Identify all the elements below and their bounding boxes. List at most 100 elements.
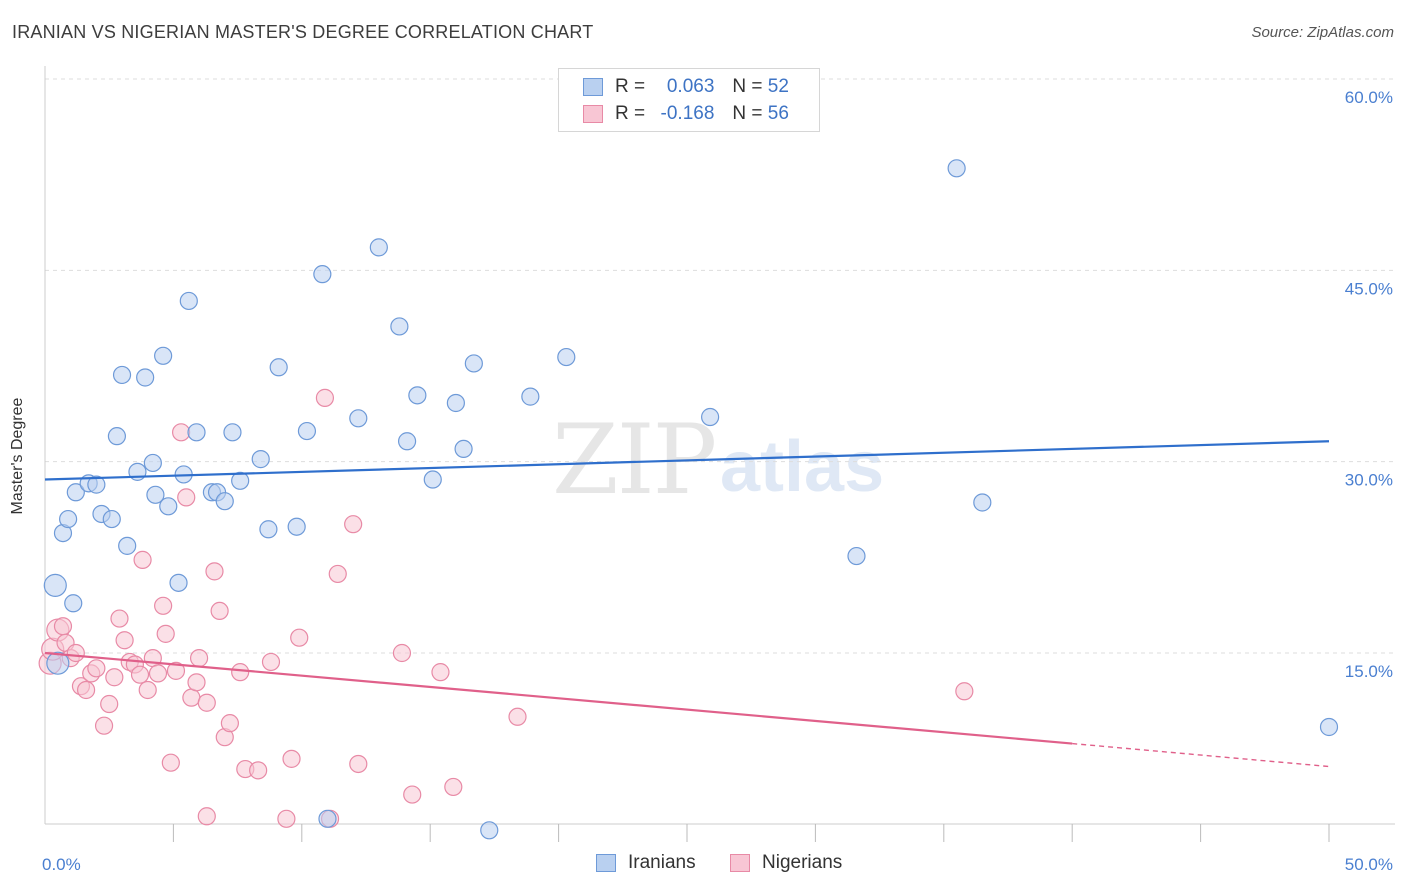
y-tick-label: 60.0% (1345, 88, 1393, 107)
nigerians-point (403, 785, 422, 804)
iranians-point (480, 821, 499, 840)
legend-n-label: N = (732, 76, 763, 97)
nigerians-point (166, 661, 186, 680)
iranians-legend-label: Iranians (628, 852, 696, 873)
iranians-point (118, 536, 137, 555)
nigerians-point (53, 617, 73, 636)
iranians-point (112, 365, 132, 385)
iranians-point (947, 159, 966, 178)
iranians-point (102, 509, 121, 529)
legend-nigerians-r: -0.168 (660, 103, 715, 124)
iranians-point (397, 432, 417, 451)
iranians-point (159, 497, 178, 516)
watermark-atlas: atlas (720, 427, 885, 507)
nigerians-point (210, 601, 229, 621)
iranians-point (64, 594, 83, 613)
iranians-point (143, 453, 162, 473)
nigerians-point (148, 664, 168, 683)
iranians-point (313, 265, 332, 284)
legend-iranians-r: 0.063 (666, 76, 715, 97)
nigerians-point (315, 388, 335, 407)
tick-labels: 15.0% 30.0% 45.0% 60.0% 0.0% 50.0% (42, 88, 1393, 874)
nigerians-point (156, 624, 175, 643)
iranians-point (423, 470, 442, 489)
nigerians-point (94, 716, 114, 735)
iranians-point (369, 238, 388, 257)
iranians-points (43, 159, 1339, 840)
nigerians-legend-swatch (730, 854, 750, 872)
y-tick-label: 45.0% (1345, 279, 1393, 298)
nigerians-swatch (583, 105, 603, 123)
nigerians-point (66, 643, 85, 663)
legend-item-nigerians[interactable]: Nigerians (730, 852, 842, 874)
iranians-point (59, 509, 78, 529)
y-tick-label: 15.0% (1345, 662, 1393, 681)
iranians-point (46, 651, 70, 675)
nigerians-trend-extension (1072, 742, 1330, 768)
nigerians-point (87, 659, 106, 678)
nigerians-point (76, 680, 96, 700)
iranians-point (154, 346, 173, 365)
nigerians-point (177, 488, 196, 507)
nigerians-trend-line (44, 651, 1073, 745)
iranians-point (87, 475, 106, 494)
iranians-point (136, 368, 155, 387)
series-legend: Iranians Nigerians (0, 852, 1406, 878)
trend-lines (44, 440, 1330, 768)
nigerians-point (344, 515, 363, 534)
x-tick-label: 50.0% (1345, 855, 1393, 874)
iranians-point (107, 427, 127, 446)
iranians-point (179, 291, 198, 311)
gridlines (45, 78, 1395, 654)
iranians-point (521, 387, 540, 406)
nigerians-point (105, 668, 124, 687)
nigerians-point (349, 754, 368, 774)
nigerians-point (277, 809, 296, 828)
nigerians-point (508, 707, 527, 726)
iranians-point (146, 485, 165, 504)
nigerians-points (38, 388, 974, 828)
iranians-point (169, 573, 188, 592)
iranians-point (259, 520, 278, 539)
legend-row-iranians: R = 0.063 N = 52 (583, 74, 789, 100)
legend-n-label: N = (732, 103, 763, 124)
nigerians-point (154, 596, 173, 615)
iranians-point (847, 546, 866, 566)
nigerians-point (328, 564, 347, 584)
legend-row-nigerians: R = -0.168 N = 56 (583, 101, 789, 127)
iranians-point (408, 386, 427, 405)
iranians-point (231, 471, 250, 490)
nigerians-point (133, 550, 152, 569)
iranians-point (251, 450, 270, 469)
legend-r-label: R = (615, 76, 646, 97)
nigerians-point (100, 694, 119, 714)
iranians-point (349, 409, 368, 428)
nigerians-point (431, 663, 450, 682)
nigerians-point (172, 423, 191, 442)
nigerians-point (110, 609, 129, 628)
nigerians-point (444, 777, 463, 797)
nigerians-point (182, 688, 201, 707)
nigerians-point (187, 673, 206, 692)
nigerians-point (115, 631, 134, 650)
iranians-point (269, 358, 288, 377)
iranians-point (1319, 717, 1339, 737)
iranians-point (557, 347, 576, 367)
nigerians-point (189, 649, 209, 668)
nigerians-point (282, 749, 301, 768)
legend-item-iranians[interactable]: Iranians (596, 852, 696, 874)
nigerians-point (130, 665, 150, 684)
nigerians-point (290, 628, 309, 647)
iranians-point (187, 423, 206, 442)
legend-iranians-n: 52 (767, 76, 789, 97)
nigerians-point (220, 714, 239, 733)
nigerians-point (138, 680, 157, 700)
chart-title: IRANIAN VS NIGERIAN MASTER'S DEGREE CORR… (12, 22, 594, 42)
source-label: Source: ZipAtlas.com (1251, 24, 1394, 41)
correlation-legend: R = 0.063 N = 52 R = -0.168 N = 56 (558, 68, 820, 132)
nigerians-point (249, 761, 268, 780)
legend-r-label: R = (615, 103, 646, 124)
iranians-point (43, 573, 67, 597)
iranians-point (223, 423, 242, 442)
